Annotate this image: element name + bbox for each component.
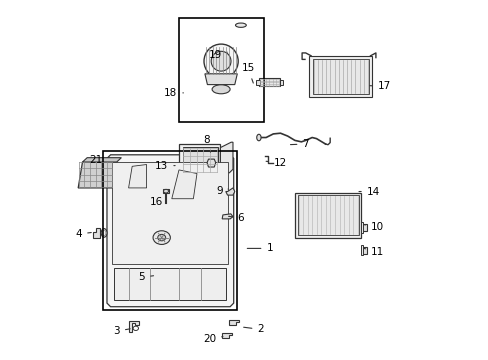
Bar <box>179 18 264 122</box>
Polygon shape <box>107 155 233 307</box>
Polygon shape <box>78 162 117 188</box>
Polygon shape <box>82 158 121 162</box>
Text: 15: 15 <box>241 63 254 83</box>
Text: 18: 18 <box>164 88 183 98</box>
Text: 17: 17 <box>369 81 390 91</box>
Polygon shape <box>128 165 146 188</box>
Bar <box>279 80 283 85</box>
Text: 4: 4 <box>76 229 91 239</box>
Text: 5: 5 <box>138 272 153 282</box>
Bar <box>103 151 237 310</box>
Polygon shape <box>171 170 197 199</box>
Polygon shape <box>182 176 191 181</box>
Polygon shape <box>220 142 232 173</box>
Polygon shape <box>206 159 215 167</box>
Bar <box>114 268 226 300</box>
Text: 7: 7 <box>290 139 308 149</box>
Ellipse shape <box>256 134 261 141</box>
Ellipse shape <box>212 85 230 94</box>
Polygon shape <box>229 320 239 325</box>
Ellipse shape <box>153 231 170 244</box>
Text: 19: 19 <box>208 50 227 60</box>
Text: 14: 14 <box>358 186 379 197</box>
Bar <box>256 80 259 85</box>
Text: 21: 21 <box>89 155 102 170</box>
Ellipse shape <box>101 229 107 237</box>
Text: 10: 10 <box>363 222 384 232</box>
Text: 12: 12 <box>265 158 286 168</box>
Text: 16: 16 <box>149 197 166 207</box>
Text: 9: 9 <box>216 186 228 196</box>
Ellipse shape <box>211 51 230 71</box>
Bar <box>309 56 371 97</box>
Text: 13: 13 <box>155 161 175 171</box>
Bar <box>182 147 217 173</box>
Text: 20: 20 <box>203 334 223 344</box>
Polygon shape <box>204 74 237 85</box>
Ellipse shape <box>203 44 238 78</box>
Bar <box>258 78 279 86</box>
Text: 2: 2 <box>243 324 264 334</box>
Bar <box>179 144 220 176</box>
Text: 1: 1 <box>247 243 272 253</box>
Polygon shape <box>361 247 366 254</box>
Ellipse shape <box>163 189 168 193</box>
Bar <box>297 195 358 235</box>
Polygon shape <box>360 245 363 255</box>
Bar <box>112 162 228 264</box>
Polygon shape <box>128 321 139 332</box>
Polygon shape <box>361 224 366 231</box>
Bar <box>312 59 368 94</box>
Polygon shape <box>222 214 232 219</box>
Bar <box>163 189 168 193</box>
Polygon shape <box>92 228 101 238</box>
Bar <box>294 193 361 238</box>
Text: 3: 3 <box>113 326 130 336</box>
Polygon shape <box>360 222 363 233</box>
Polygon shape <box>225 188 234 195</box>
Text: 6: 6 <box>228 213 244 223</box>
Ellipse shape <box>158 234 165 241</box>
Ellipse shape <box>235 23 246 27</box>
Polygon shape <box>222 333 232 338</box>
Text: 11: 11 <box>363 247 384 257</box>
Text: 8: 8 <box>203 135 210 152</box>
